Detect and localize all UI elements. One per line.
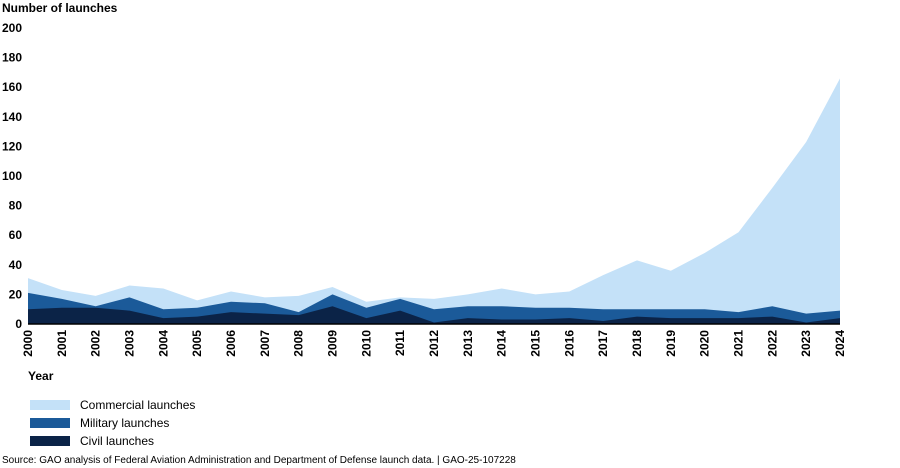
y-tick-labels: 0 20 40 60 80 100 120 140 160 180 200 xyxy=(2,21,22,331)
x-tick-label: 2015 xyxy=(529,330,543,357)
legend-label: Commercial launches xyxy=(80,398,196,412)
y-tick-label: 40 xyxy=(9,258,23,272)
y-axis-label: Number of launches xyxy=(2,1,118,15)
legend-item: Commercial launches xyxy=(30,396,195,414)
x-tick-label: 2005 xyxy=(190,330,204,357)
y-tick-label: 200 xyxy=(2,21,22,35)
x-tick-label: 2024 xyxy=(833,330,847,357)
x-axis-label: Year xyxy=(28,369,54,383)
area-layers xyxy=(28,78,840,324)
x-tick-label: 2022 xyxy=(765,330,779,357)
x-tick-label: 2012 xyxy=(427,330,441,357)
y-tick-label: 120 xyxy=(2,139,22,153)
x-tick-label: 2001 xyxy=(55,330,69,357)
y-tick-label: 160 xyxy=(2,80,22,94)
x-tick-label: 2003 xyxy=(123,330,137,357)
y-tick-label: 140 xyxy=(2,110,22,124)
y-tick-label: 60 xyxy=(9,228,23,242)
legend-swatch xyxy=(30,400,70,410)
legend-swatch xyxy=(30,418,70,428)
x-tick-label: 2011 xyxy=(393,330,407,356)
x-tick-label: 2017 xyxy=(596,330,610,357)
y-tick-label: 80 xyxy=(9,199,23,213)
x-tick-label: 2013 xyxy=(461,330,475,357)
x-tick-label: 2020 xyxy=(698,330,712,357)
x-tick-label: 2010 xyxy=(359,330,373,357)
legend-item: Military launches xyxy=(30,414,195,432)
x-tick-label: 2008 xyxy=(292,330,306,357)
x-tick-label: 2019 xyxy=(664,330,678,357)
area-commercial-launches xyxy=(28,78,840,324)
x-tick-label: 2014 xyxy=(495,330,509,357)
x-tick-label: 2009 xyxy=(326,330,340,357)
legend: Commercial launches Military launches Civi… xyxy=(30,396,195,450)
y-tick-label: 100 xyxy=(2,169,22,183)
x-tick-label: 2002 xyxy=(89,330,103,357)
source-note: Source: GAO analysis of Federal Aviation… xyxy=(2,455,516,466)
area-civil-launches xyxy=(28,306,840,324)
x-tick-label: 2016 xyxy=(562,330,576,357)
legend-swatch xyxy=(30,436,70,446)
legend-label: Civil launches xyxy=(80,434,155,448)
x-tick-label: 2021 xyxy=(732,330,746,357)
x-tick-label: 2000 xyxy=(21,330,35,357)
x-tick-label: 2007 xyxy=(258,330,272,357)
x-tick-label: 2023 xyxy=(799,330,813,357)
x-tick-label: 2004 xyxy=(156,330,170,357)
x-tick-label: 2018 xyxy=(630,330,644,357)
x-tick-label: 2006 xyxy=(224,330,238,357)
y-tick-label: 0 xyxy=(15,317,22,331)
y-tick-label: 20 xyxy=(9,287,23,301)
y-tick-label: 180 xyxy=(2,51,22,65)
legend-item: Civil launches xyxy=(30,432,195,450)
legend-label: Military launches xyxy=(80,416,170,430)
x-tick-labels: 2000 2001 2002 2003 2004 2005 2006 2007 2008 2009… xyxy=(21,330,847,357)
